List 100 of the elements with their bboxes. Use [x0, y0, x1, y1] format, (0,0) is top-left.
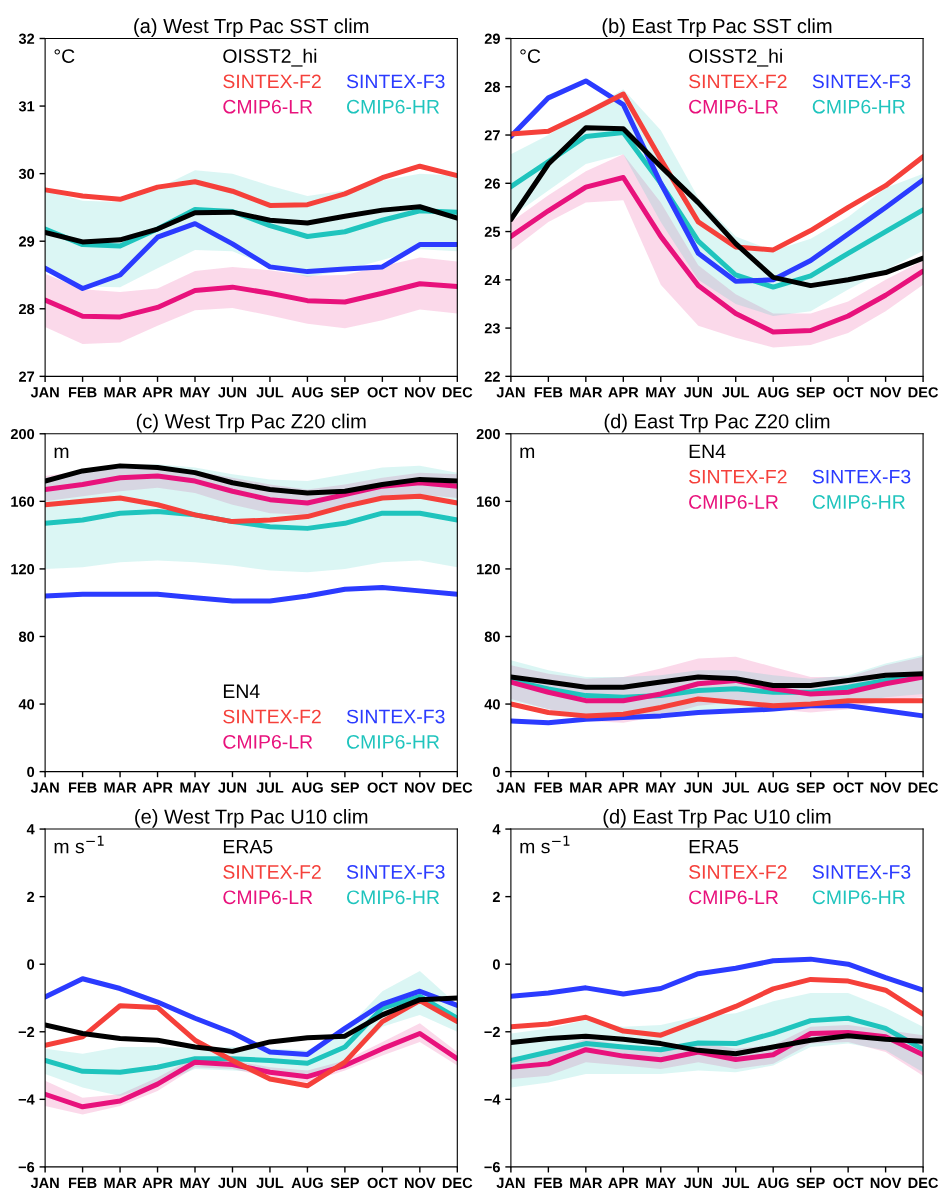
y-tick-label: 40 — [484, 699, 500, 710]
y-tick-label: 31 — [18, 101, 35, 112]
y-tick-label: 27 — [18, 371, 35, 382]
x-tick-label: JAN — [30, 1177, 59, 1189]
x-tick-label: FEB — [68, 782, 97, 793]
y-tick-label: 0 — [27, 959, 35, 970]
x-tick-label: APR — [608, 387, 639, 398]
y-tick-label: 32 — [18, 33, 35, 44]
x-tick-label: MAR — [104, 387, 137, 398]
text: CMIP6-HR — [812, 890, 905, 905]
y-tick-label: 4 — [26, 824, 35, 835]
x-tick-label: FEB — [534, 782, 563, 793]
x-tick-label: JUN — [683, 782, 712, 793]
x-tick-label: FEB — [534, 387, 563, 398]
text: EN4 — [223, 684, 260, 698]
text: CMIP6-LR — [223, 734, 313, 749]
x-tick-label: JUN — [218, 387, 247, 398]
chart-title: (e) West Trp Pac U10 clim — [135, 808, 368, 828]
x-tick-label: JAN — [496, 1177, 525, 1189]
text: SINTEX-F2 — [689, 865, 787, 879]
y-tick-label: 29 — [18, 236, 35, 247]
x-tick-label: AUG — [291, 1177, 323, 1189]
text: CMIP6-LR — [223, 99, 313, 114]
x-tick-label: JUL — [722, 387, 750, 398]
y-tick-label: 30 — [18, 168, 35, 180]
y-tick-label: −2 — [484, 1026, 500, 1038]
y-tick-label: 26 — [484, 178, 500, 189]
x-tick-label: JUL — [722, 782, 750, 793]
chart-title: (d) East Trp Pac U10 clim — [603, 808, 831, 828]
x-tick-label: APR — [142, 387, 173, 398]
y-axis-title: °C — [520, 49, 541, 63]
x-tick-label: DEC — [442, 1177, 473, 1189]
y-tick-label: 23 — [484, 323, 500, 334]
y-tick-label: 25 — [484, 226, 501, 237]
x-tick-label: MAR — [104, 782, 137, 793]
y-tick-label: 2 — [492, 891, 500, 902]
x-tick-label: SEP — [330, 782, 359, 793]
x-tick-label: JUL — [722, 1177, 750, 1189]
x-tick-label: OCT — [833, 1177, 864, 1189]
y-tick-label: 4 — [492, 824, 501, 835]
x-tick-label: APR — [142, 782, 173, 793]
y-axis-title: m — [520, 447, 535, 459]
x-tick-label: JUN — [218, 1177, 247, 1189]
text: SINTEX-F2 — [689, 469, 787, 484]
x-tick-label: APR — [608, 782, 639, 793]
x-tick-label: OCT — [833, 782, 864, 793]
text: SINTEX-F2 — [689, 74, 787, 89]
text: CMIP6-LR — [223, 890, 313, 905]
text: SINTEX-F2 — [223, 865, 321, 879]
chart-title: (d) East Trp Pac Z20 clim — [604, 413, 830, 433]
x-tick-label: NOV — [405, 387, 436, 398]
y-tick-label: 2 — [27, 891, 35, 902]
y-tick-label: 200 — [10, 428, 35, 440]
x-tick-label: AUG — [291, 387, 323, 398]
x-tick-label: SEP — [796, 1177, 825, 1189]
y-tick-label: 29 — [484, 33, 500, 44]
x-tick-label: FEB — [68, 387, 97, 398]
text: CMIP6-LR — [689, 495, 778, 509]
text: SINTEX-F3 — [812, 469, 911, 484]
x-tick-label: JAN — [496, 387, 525, 398]
y-tick-label: 24 — [484, 274, 501, 286]
x-tick-label: FEB — [534, 1177, 563, 1188]
text: EN4 — [689, 444, 726, 459]
y-tick-label: 200 — [476, 428, 500, 440]
x-tick-label: NOV — [405, 782, 436, 793]
y-tick-label: 120 — [11, 564, 35, 575]
text: OISST2_hi — [689, 48, 782, 67]
x-tick-label: AUG — [291, 782, 323, 793]
x-tick-label: SEP — [330, 387, 359, 398]
text: CMIP6-LR — [689, 890, 778, 905]
text: ERA5 — [689, 839, 739, 854]
x-tick-label: JAN — [30, 782, 59, 793]
y-tick-label: 40 — [18, 699, 35, 710]
text: CMIP6-HR — [812, 495, 905, 509]
y-tick-label: −6 — [18, 1162, 35, 1173]
x-tick-label: JUL — [256, 1177, 284, 1189]
x-tick-label: MAR — [570, 782, 603, 793]
y-axis-title: °C — [54, 49, 75, 63]
x-tick-label: DEC — [908, 1177, 939, 1189]
y-tick-label: 80 — [484, 631, 500, 642]
y-tick-label: 160 — [477, 496, 500, 507]
x-tick-label: DEC — [908, 782, 939, 793]
chart-title: (b) East Trp Pac SST clim — [602, 18, 832, 38]
x-tick-label: MAY — [646, 782, 677, 793]
x-tick-label: APR — [608, 1177, 639, 1188]
text: CMIP6-HR — [347, 734, 440, 749]
text: OISST2_hi — [223, 48, 317, 67]
y-axis-title: m s$^{−1}$ — [54, 835, 104, 854]
x-tick-label: JUN — [683, 1177, 712, 1189]
x-tick-label: DEC — [442, 387, 473, 398]
x-tick-label: AUG — [757, 1177, 789, 1189]
y-axis-title: m — [54, 447, 69, 459]
text: CMIP6-LR — [689, 99, 778, 114]
x-tick-label: NOV — [870, 387, 902, 398]
x-tick-label: DEC — [908, 387, 939, 398]
y-tick-label: −4 — [18, 1094, 35, 1105]
y-tick-label: 0 — [492, 766, 500, 778]
y-tick-label: 0 — [27, 766, 35, 778]
x-tick-label: SEP — [796, 387, 825, 398]
y-tick-label: 22 — [484, 371, 500, 382]
